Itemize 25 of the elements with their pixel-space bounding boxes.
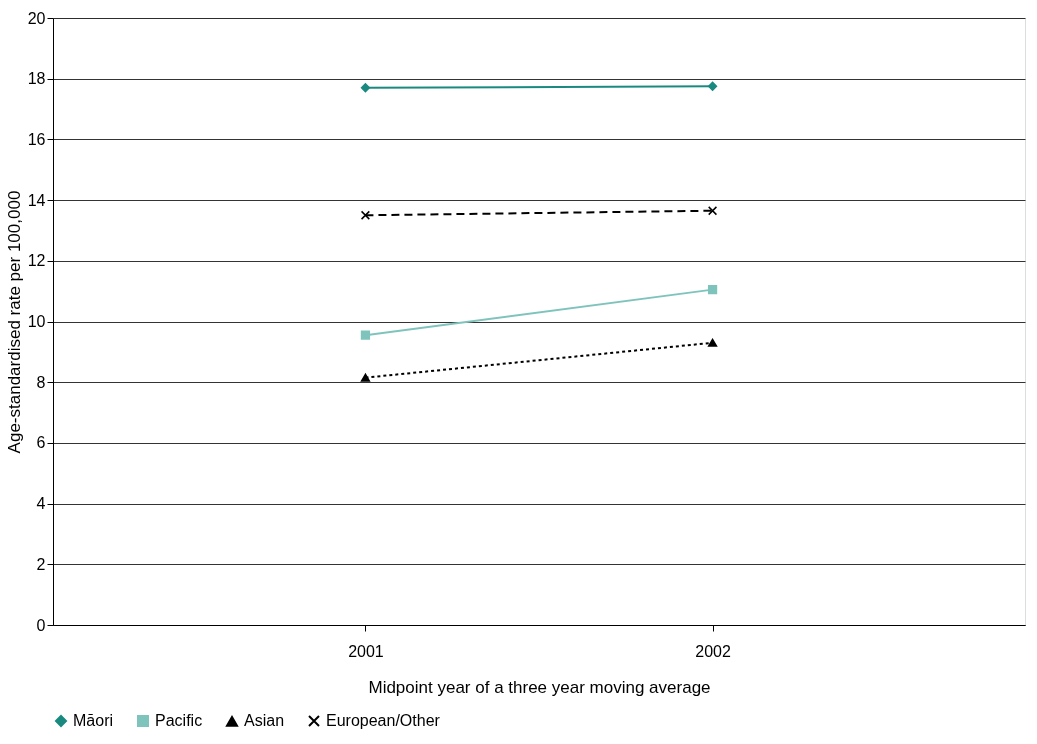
x-tick-label: 2002: [695, 642, 731, 660]
point: [707, 206, 718, 216]
point: [360, 83, 371, 93]
legend-label: Māori: [73, 712, 114, 729]
y-tick-label: 6: [36, 434, 46, 452]
y-tick-label: 10: [27, 313, 46, 330]
y-tick-label: 8: [36, 373, 46, 391]
y-tick-label: 12: [27, 252, 46, 270]
legend-label: Asian: [244, 712, 285, 730]
x-tick-label: 2001: [348, 642, 384, 660]
y-tick-label: 4: [36, 495, 46, 513]
y-tick-label: 2: [36, 555, 46, 573]
point: [360, 210, 371, 220]
y-axis-title: Age-standardised rate per 100,000: [4, 190, 24, 454]
point: [707, 81, 718, 91]
y-tick-label: 0: [36, 616, 46, 634]
x-axis-title: Midpoint year of a three year moving average: [368, 677, 711, 697]
y-tick-label: 18: [27, 70, 46, 88]
point: [707, 285, 718, 295]
y-tick-label: 14: [27, 191, 46, 209]
legend-label: European/Other: [326, 712, 441, 729]
y-tick-label: 16: [27, 130, 46, 148]
legend-label: Pacific: [155, 712, 203, 729]
y-tick-label: 20: [27, 9, 46, 27]
point: [360, 330, 371, 340]
